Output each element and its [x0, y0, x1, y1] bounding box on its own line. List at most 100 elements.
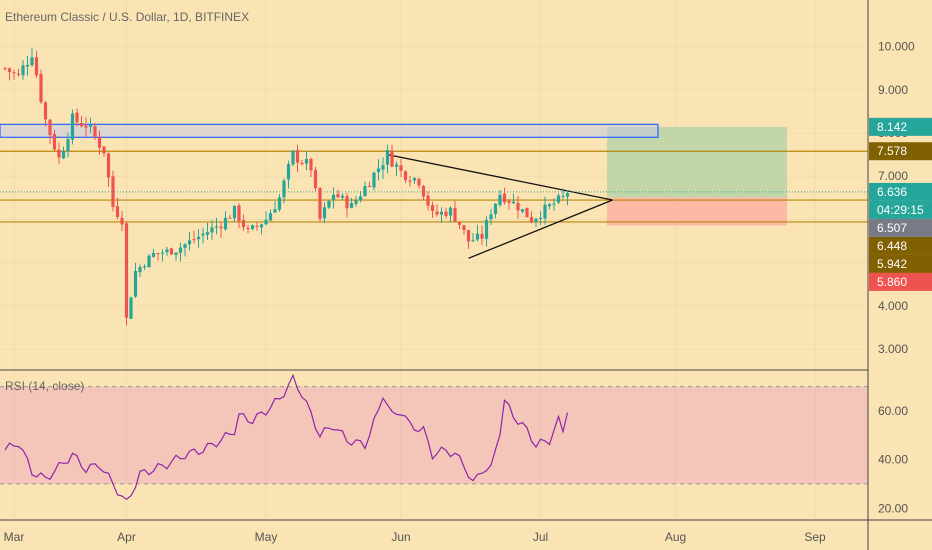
- candle: [336, 193, 340, 198]
- candle: [295, 150, 300, 163]
- candle: [412, 178, 417, 181]
- candle: [453, 207, 457, 222]
- triangle-line: [468, 199, 613, 259]
- x-tick-label: May: [255, 530, 278, 544]
- candle: [390, 150, 394, 167]
- candle: [408, 180, 412, 182]
- y-tick-label: 3.000: [878, 342, 908, 356]
- candle: [345, 196, 349, 209]
- candle: [16, 73, 21, 75]
- candle: [106, 153, 111, 178]
- candle: [34, 57, 39, 76]
- candle: [250, 225, 255, 229]
- candle: [30, 57, 34, 66]
- candle: [444, 211, 448, 217]
- candle: [115, 206, 120, 217]
- candle: [12, 72, 16, 74]
- candle: [493, 203, 498, 214]
- candle: [480, 233, 484, 239]
- candle: [327, 200, 331, 208]
- candle: [358, 196, 363, 201]
- candle: [462, 225, 466, 231]
- price-tag: [869, 236, 932, 255]
- candle: [273, 209, 277, 213]
- candle: [178, 247, 183, 253]
- candle: [282, 180, 286, 198]
- candle: [340, 195, 345, 198]
- candle: [507, 201, 511, 203]
- candle: [151, 252, 156, 257]
- candle: [156, 253, 160, 255]
- candle: [318, 188, 322, 219]
- profit-zone: [607, 126, 787, 198]
- candle: [376, 168, 381, 173]
- price-tag-label: 8.142: [877, 120, 907, 134]
- candle: [520, 209, 525, 212]
- candle: [268, 213, 273, 221]
- price-tag: [869, 200, 932, 219]
- candle: [133, 270, 138, 297]
- candle: [565, 193, 570, 197]
- candle: [165, 249, 169, 253]
- rsi-line: [4, 373, 569, 501]
- candle: [484, 219, 489, 239]
- price-tag-label: 6.636: [877, 185, 907, 199]
- price-tag-label: 04:29:15: [877, 203, 924, 217]
- candle: [471, 240, 475, 242]
- candle: [210, 227, 214, 233]
- candle: [367, 186, 372, 188]
- drawings: [0, 123, 868, 259]
- price-tags: 8.142 7.578 6.636 04:29:15 6.507 6.448 5.942 5.…: [869, 117, 932, 291]
- candle: [124, 223, 129, 318]
- candle: [543, 204, 547, 219]
- candles: [3, 48, 570, 326]
- candle: [187, 240, 192, 245]
- candle: [196, 236, 201, 240]
- candle: [97, 136, 102, 148]
- candle: [192, 239, 196, 241]
- candle: [88, 124, 93, 127]
- x-tick-label: Sep: [804, 530, 826, 544]
- candle: [439, 211, 444, 215]
- x-tick-label: Apr: [117, 530, 136, 544]
- loss-zone: [607, 197, 787, 226]
- candle: [385, 150, 390, 165]
- y-tick-label: 7.000: [878, 169, 908, 183]
- chart-title: Ethereum Classic / U.S. Dollar, 1D, BITF…: [5, 10, 249, 24]
- candle: [183, 244, 187, 248]
- candle: [21, 65, 25, 76]
- y-tick-label: 10.000: [878, 40, 915, 54]
- candle: [529, 217, 534, 223]
- candle: [430, 205, 435, 211]
- candle: [538, 217, 543, 219]
- candle: [129, 297, 133, 319]
- price-tag: [869, 142, 932, 161]
- rsi-tick-label: 40.00: [878, 453, 908, 467]
- y-tick-label: 9.000: [878, 83, 908, 97]
- candle: [421, 185, 426, 197]
- candle: [489, 214, 493, 220]
- candle: [174, 252, 178, 255]
- candle: [66, 139, 70, 152]
- candle: [313, 170, 318, 189]
- candle: [516, 202, 520, 211]
- candle: [43, 102, 48, 120]
- candle: [205, 232, 210, 235]
- price-tag-label: 6.448: [877, 239, 907, 253]
- candle: [228, 217, 232, 219]
- candle: [241, 220, 246, 228]
- price-tag-label: 5.942: [877, 257, 907, 271]
- candle: [394, 164, 399, 167]
- price-tag: [869, 117, 932, 136]
- candle: [138, 266, 142, 273]
- candle: [84, 125, 88, 128]
- candle: [237, 205, 241, 222]
- candle: [286, 164, 291, 180]
- candle: [381, 165, 385, 170]
- x-tick-label: Aug: [665, 530, 686, 544]
- candle: [7, 68, 12, 72]
- candle: [79, 123, 84, 127]
- candle: [304, 159, 309, 164]
- candle: [547, 204, 552, 207]
